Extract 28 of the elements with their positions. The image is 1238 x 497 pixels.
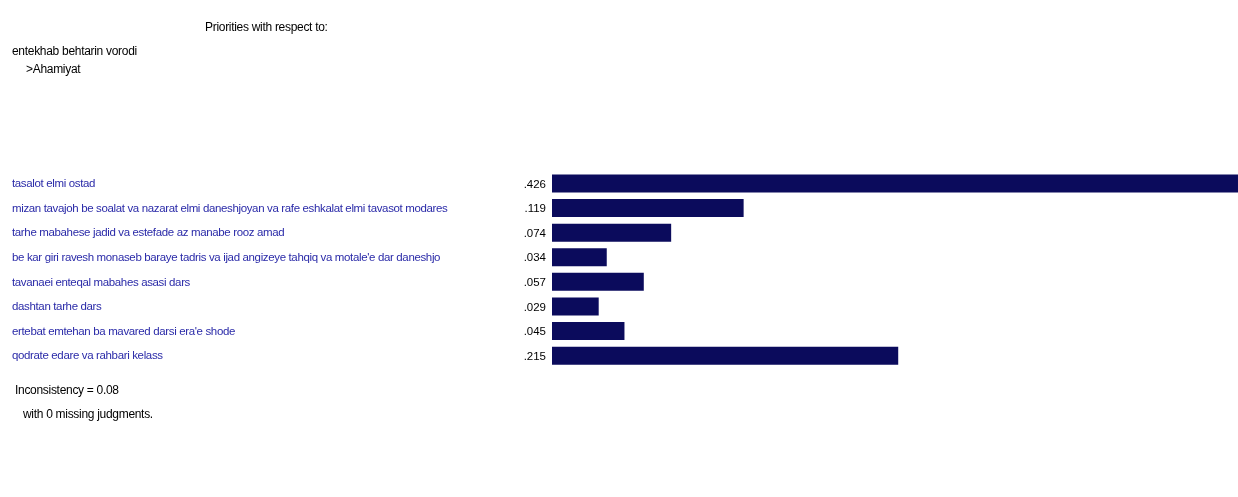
data-label: .057	[523, 275, 546, 288]
bar	[552, 346, 899, 365]
bar	[552, 223, 672, 242]
y-tick-label: ertebat emtehan ba mavared darsi era'e shode	[12, 324, 236, 337]
y-tick-label: mizan tavajoh be soalat va nazarat elmi daneshjoyan va rafe eshkalat elmi tavasot modares	[12, 201, 449, 214]
text: with 0 missing judgments.	[23, 407, 153, 421]
bar	[552, 174, 1238, 193]
bar	[552, 248, 607, 267]
data-label: .045	[523, 325, 546, 338]
y-tick-label: tavanaei enteqal mabahes asasi dars	[12, 275, 191, 288]
bar	[552, 322, 625, 341]
bar	[552, 297, 599, 316]
bar	[552, 199, 744, 218]
data-label: .034	[523, 251, 547, 264]
text: entekhab behtarin vorodi >Ahamiyat	[12, 44, 137, 76]
y-tick-label: qodrate edare va rahbari kelass	[12, 349, 164, 362]
data-label: .029	[523, 300, 546, 313]
data-label: .215	[523, 349, 546, 362]
y-tick-label: tasalot elmi ostad	[12, 177, 96, 190]
data-label: .119	[524, 202, 546, 215]
y-tick-label: dashtan tarhe dars	[12, 300, 103, 313]
y-tick-label: tarhe mabahese jadid va estefade az manabe rooz amad	[12, 226, 285, 239]
text: Inconsistency = 0.08	[15, 383, 119, 397]
data-label: .426	[523, 177, 546, 190]
text: Priorities with respect to:	[205, 20, 328, 34]
data-label: .074	[523, 226, 547, 239]
bar	[552, 272, 644, 291]
y-tick-label: be kar giri ravesh monaseb baraye tadris va ijad angizeye tahqiq va motale'e dar daneshjo	[12, 251, 441, 264]
